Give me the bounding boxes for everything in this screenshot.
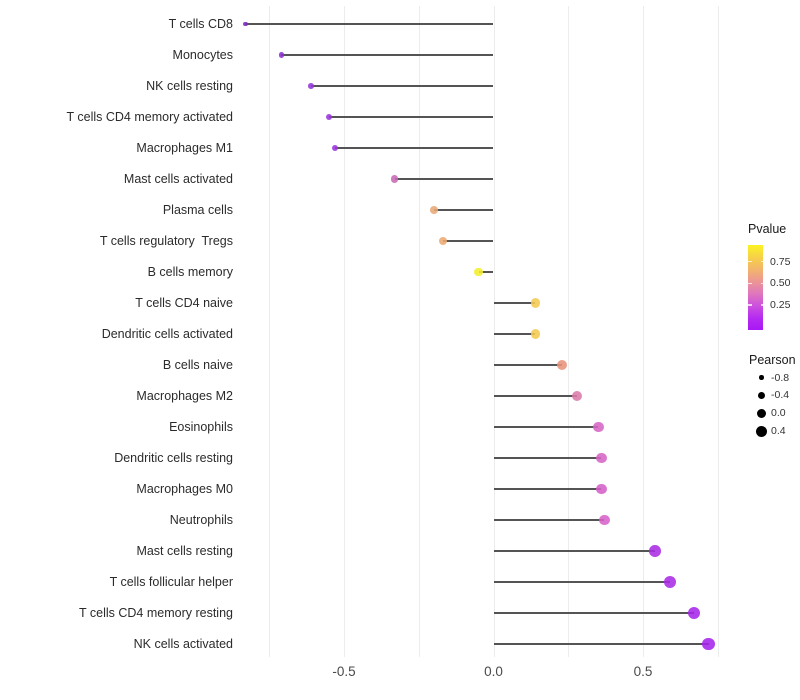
- lollipop-dot: [391, 175, 399, 183]
- pearson-legend-label: -0.4: [771, 389, 790, 402]
- category-label: Dendritic cells activated: [101, 327, 233, 341]
- lollipop-dot: [243, 21, 248, 27]
- gridline: [568, 6, 570, 657]
- category-label: Mast cells resting: [136, 544, 233, 558]
- lollipop-dot: [429, 206, 438, 214]
- lollipop-dot: [308, 83, 314, 89]
- lollipop-dot: [332, 144, 339, 151]
- pearson-legend-dot: [759, 375, 764, 380]
- lollipop-dot: [326, 114, 332, 120]
- lollipop-dot: [592, 421, 604, 433]
- lollipop-dot: [474, 267, 483, 277]
- pvalue-colorbar: [748, 245, 763, 330]
- lollipop-stem: [493, 519, 605, 521]
- lollipop-stem: [493, 643, 709, 645]
- lollipop-dot: [687, 606, 701, 620]
- colorbar-notch: [760, 260, 764, 263]
- lollipop-dot: [572, 390, 583, 402]
- lollipop-stem: [493, 302, 536, 304]
- colorbar-notch: [748, 282, 752, 285]
- pearson-legend-dot: [756, 425, 767, 437]
- lollipop-dot: [649, 545, 661, 557]
- lollipop-dot: [530, 298, 541, 308]
- gridline: [418, 6, 420, 657]
- lollipop-stem: [493, 364, 563, 366]
- category-label: Mast cells activated: [123, 172, 233, 186]
- category-label: Macrophages M1: [136, 141, 233, 155]
- x-tick-label: -0.5: [332, 664, 356, 679]
- legend-pearson-title: Pearson: [749, 353, 796, 367]
- gridline: [344, 6, 345, 657]
- lollipop-dot: [595, 452, 607, 464]
- category-label: B cells memory: [147, 265, 233, 279]
- pvalue-tick-label: 0.25: [770, 299, 791, 312]
- category-label: Eosinophils: [169, 420, 233, 434]
- lollipop-stem: [245, 23, 494, 25]
- lollipop-stem: [442, 240, 494, 242]
- lollipop-stem: [433, 209, 494, 211]
- category-label: B cells naive: [162, 358, 233, 372]
- lollipop-dot: [438, 237, 447, 245]
- pearson-legend-dot: [756, 408, 767, 419]
- category-label: Neutrophils: [169, 513, 233, 527]
- lollipop-stem: [329, 116, 494, 118]
- category-label: Macrophages M2: [136, 389, 233, 403]
- category-label: NK cells resting: [146, 79, 233, 93]
- lollipop-stem: [281, 54, 494, 56]
- lollipop-stem: [493, 457, 602, 459]
- pearson-legend-label: 0.0: [771, 407, 786, 420]
- lollipop-stem: [493, 581, 670, 583]
- colorbar-notch: [748, 260, 752, 263]
- category-label: Macrophages M0: [136, 482, 233, 496]
- category-label: T cells CD4 memory resting: [79, 606, 233, 620]
- pearson-legend-dot: [757, 391, 766, 400]
- category-label: T cells CD4 naive: [135, 296, 233, 310]
- pearson-legend-label: 0.4: [771, 425, 786, 438]
- lollipop-stem: [478, 271, 494, 273]
- lollipop-dot: [595, 483, 607, 495]
- category-label: Plasma cells: [162, 203, 233, 217]
- category-label: Monocytes: [172, 48, 233, 62]
- x-tick-label: 0.0: [484, 664, 503, 679]
- lollipop-stem: [493, 488, 602, 490]
- lollipop-stem: [394, 178, 494, 180]
- lollipop-stem: [311, 85, 494, 87]
- pearson-legend-label: -0.8: [771, 371, 790, 384]
- lollipop-stem: [493, 426, 599, 428]
- lollipop-stem: [335, 147, 494, 149]
- gridline: [269, 6, 271, 657]
- category-label: NK cells activated: [133, 637, 233, 651]
- legend-pvalue-title: Pvalue: [748, 222, 787, 236]
- lollipop-dot: [663, 575, 676, 589]
- category-label: T cells follicular helper: [109, 575, 233, 589]
- gridline: [493, 6, 495, 657]
- pvalue-tick-label: 0.75: [770, 255, 791, 268]
- lollipop-dot: [598, 514, 610, 526]
- gridline: [717, 6, 719, 657]
- pvalue-tick-label: 0.50: [770, 277, 791, 290]
- x-tick-label: 0.5: [633, 664, 653, 679]
- lollipop-dot: [702, 637, 716, 651]
- lollipop-dot: [278, 52, 284, 58]
- gridline: [643, 6, 644, 657]
- category-label: Dendritic cells resting: [114, 451, 233, 465]
- lollipop-stem: [493, 612, 694, 614]
- lollipop-dot: [557, 359, 568, 371]
- colorbar-notch: [760, 304, 764, 306]
- lollipop-stem: [493, 333, 536, 335]
- colorbar-notch: [748, 304, 752, 306]
- lollipop-dot: [530, 329, 541, 339]
- lollipop-stem: [493, 395, 578, 397]
- category-label: T cells CD4 memory activated: [66, 110, 234, 124]
- category-label: T cells regulatory Tregs: [99, 234, 233, 248]
- lollipop-stem: [493, 550, 655, 552]
- category-label: T cells CD8: [168, 17, 233, 31]
- colorbar-notch: [760, 282, 764, 285]
